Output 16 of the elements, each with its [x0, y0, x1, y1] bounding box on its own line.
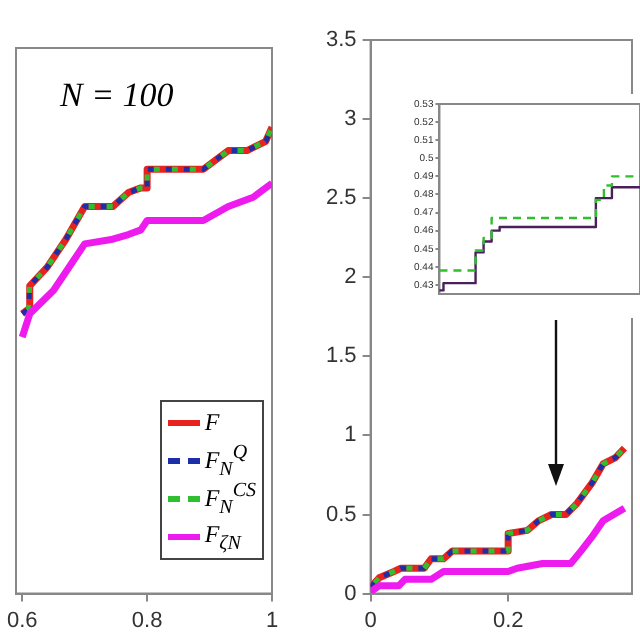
- x-tick-label: 0.2: [492, 608, 524, 633]
- legend-label: F: [204, 408, 220, 438]
- y-tick-label: 2: [344, 265, 357, 290]
- x-tick-label: 0.6: [6, 608, 38, 633]
- x-tick-label: 1: [265, 608, 279, 633]
- y-tick-label: 0.5: [325, 502, 357, 527]
- text: N = 100: [60, 76, 174, 116]
- legend-label: F$_{ζN}$: [204, 519, 241, 555]
- y-tick-label: 3: [344, 107, 357, 132]
- x-tick-label: 0: [364, 608, 377, 633]
- y-tick-label: 3.5: [325, 28, 357, 53]
- x-tick-label: 0.8: [131, 608, 163, 633]
- y-tick-label: 1.5: [325, 344, 357, 369]
- y-tick-label: 2.5: [325, 186, 357, 211]
- y-tick-label: 0: [344, 581, 357, 606]
- y-tick-label: 1: [344, 423, 357, 448]
